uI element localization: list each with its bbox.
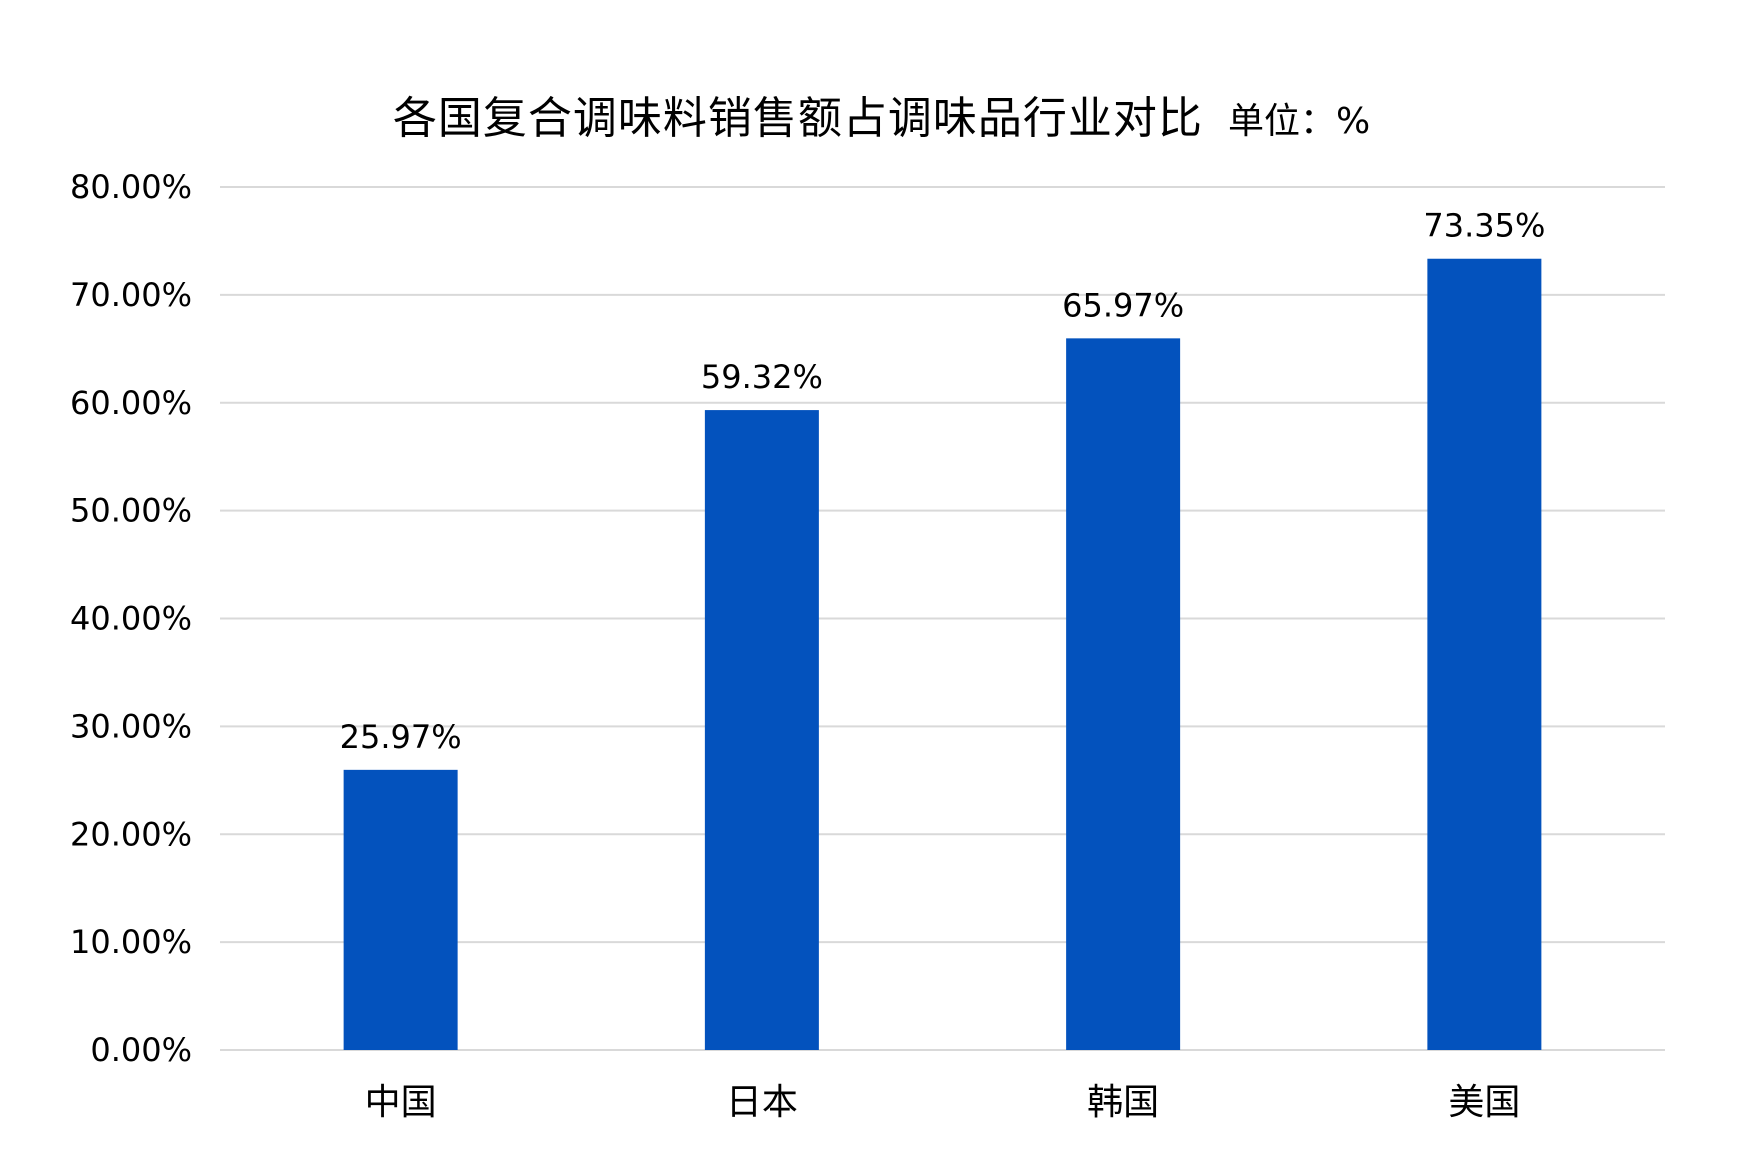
chart-title: 各国复合调味料销售额占调味品行业对比 bbox=[392, 93, 1203, 144]
data-label: 25.97% bbox=[340, 718, 462, 756]
data-label: 59.32% bbox=[701, 358, 823, 396]
bars bbox=[343, 258, 1542, 1050]
y-tick-label: 60.00% bbox=[70, 384, 192, 422]
chart-title-row: 各国复合调味料销售额占调味品行业对比 单位：% bbox=[0, 82, 1763, 146]
chart-unit-label: 单位：% bbox=[1227, 101, 1371, 142]
gridlines bbox=[220, 186, 1665, 1051]
x-axis-categories: 中国 日本 韩国 美国 bbox=[365, 1082, 1521, 1123]
x-category-label: 美国 bbox=[1448, 1082, 1520, 1123]
y-tick-label: 10.00% bbox=[70, 923, 192, 961]
y-tick-label: 70.00% bbox=[70, 276, 192, 314]
y-tick-label: 80.00% bbox=[70, 168, 192, 206]
y-tick-label: 40.00% bbox=[70, 600, 192, 638]
bar bbox=[1427, 258, 1542, 1050]
x-category-label: 中国 bbox=[365, 1082, 437, 1123]
data-labels: 25.97% 59.32% 65.97% 73.35% bbox=[340, 207, 1546, 756]
y-tick-label: 50.00% bbox=[70, 492, 192, 530]
x-category-label: 日本 bbox=[726, 1082, 798, 1123]
y-tick-label: 30.00% bbox=[70, 707, 192, 745]
bar bbox=[704, 410, 819, 1050]
y-tick-label: 0.00% bbox=[90, 1031, 192, 1069]
bar bbox=[343, 769, 458, 1050]
data-label: 65.97% bbox=[1062, 286, 1184, 324]
y-axis-ticks: 0.00% 10.00% 20.00% 30.00% 40.00% 50.00% 60.00… bbox=[70, 168, 192, 1069]
data-label: 73.35% bbox=[1423, 207, 1545, 245]
bar bbox=[1066, 338, 1181, 1050]
y-tick-label: 20.00% bbox=[70, 815, 192, 853]
x-category-label: 韩国 bbox=[1087, 1082, 1159, 1123]
